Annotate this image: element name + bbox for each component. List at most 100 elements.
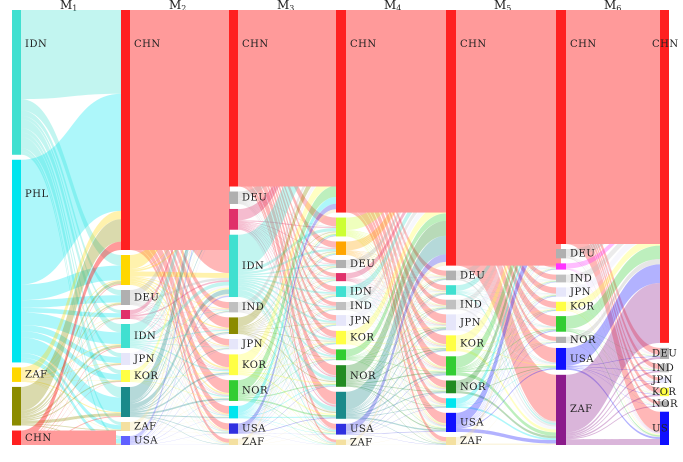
node-bar bbox=[556, 375, 566, 445]
node-bar bbox=[336, 315, 346, 326]
node-label: IND bbox=[652, 363, 674, 374]
node-bar bbox=[336, 10, 346, 213]
node-bar bbox=[121, 370, 130, 382]
node-bar bbox=[336, 218, 346, 237]
node-bar bbox=[121, 353, 130, 365]
node-bar bbox=[121, 290, 130, 305]
node-label: CHN bbox=[570, 39, 597, 50]
node-label: IND bbox=[242, 302, 264, 313]
node-bar bbox=[12, 367, 21, 381]
node-bar bbox=[446, 437, 456, 445]
flow-link bbox=[566, 439, 660, 445]
node-bar bbox=[336, 286, 346, 297]
node-bar bbox=[446, 300, 456, 310]
node-label: KOR bbox=[652, 387, 676, 398]
node-label: ZAF bbox=[570, 404, 593, 415]
node-bar bbox=[556, 316, 566, 332]
node-bar bbox=[121, 10, 130, 250]
node-bar bbox=[556, 348, 566, 370]
node-bar bbox=[121, 310, 130, 319]
node-bar bbox=[556, 337, 566, 343]
node-label: USA bbox=[134, 436, 158, 447]
node-bar bbox=[336, 331, 346, 345]
node-bar bbox=[12, 160, 21, 363]
node-label: IND bbox=[350, 301, 372, 312]
node-bar bbox=[556, 275, 566, 283]
node-label: USA bbox=[350, 424, 374, 435]
node-label: ZAF bbox=[460, 436, 483, 447]
node-label: IDN bbox=[242, 261, 264, 272]
node-label: KOR bbox=[242, 360, 266, 371]
node-bar bbox=[336, 365, 346, 387]
node-label: DEU bbox=[652, 348, 677, 359]
node-bar bbox=[121, 387, 130, 417]
node-label: USA bbox=[460, 417, 484, 428]
node-label: CHN bbox=[460, 39, 487, 50]
node-label: NOR bbox=[460, 382, 486, 393]
node-label: DEU bbox=[570, 249, 595, 260]
node-bar bbox=[336, 440, 346, 445]
node-bar bbox=[12, 387, 21, 426]
node-label: NOR bbox=[350, 371, 376, 382]
node-label: DEU bbox=[242, 193, 267, 204]
node-bar bbox=[336, 424, 346, 435]
node-label: KOR bbox=[350, 333, 374, 344]
node-bar bbox=[229, 354, 238, 375]
flow-link bbox=[21, 10, 121, 99]
node-bar bbox=[336, 349, 346, 360]
node-label: IDN bbox=[134, 331, 156, 342]
node-label: USA bbox=[242, 424, 266, 435]
node-label: DEU bbox=[134, 293, 159, 304]
node-bar bbox=[229, 439, 238, 445]
node-label: JPN bbox=[459, 317, 481, 328]
node-label: JPN bbox=[133, 354, 155, 365]
node-bar bbox=[556, 302, 566, 311]
node-label: IND bbox=[570, 274, 592, 285]
node-label: PHL bbox=[25, 189, 49, 200]
node-bar bbox=[229, 192, 238, 204]
node-bar bbox=[336, 260, 346, 268]
node-bar bbox=[12, 10, 21, 155]
node-bar bbox=[446, 335, 456, 351]
node-bar bbox=[336, 241, 346, 255]
node-bar bbox=[336, 302, 346, 310]
node-label: JPN bbox=[241, 339, 263, 350]
node-bar bbox=[446, 314, 456, 330]
node-bar bbox=[446, 380, 456, 393]
node-label: DEU bbox=[460, 270, 485, 281]
node-bar bbox=[446, 398, 456, 408]
chn-block bbox=[238, 10, 338, 187]
node-bar bbox=[556, 263, 566, 269]
node-label: KOR bbox=[460, 338, 484, 349]
node-bar bbox=[446, 10, 456, 266]
node-bar bbox=[121, 255, 130, 285]
node-label: IDN bbox=[25, 39, 47, 50]
node-label: IND bbox=[460, 300, 482, 311]
node-label: KOR bbox=[570, 301, 594, 312]
node-label: DEU bbox=[350, 259, 375, 270]
node-bar bbox=[229, 380, 238, 401]
node-bar bbox=[229, 423, 238, 433]
node-label: ZAF bbox=[134, 422, 157, 433]
node-label: ZAF bbox=[25, 370, 48, 381]
node-label: JPN bbox=[651, 375, 673, 386]
node-label: JPN bbox=[569, 287, 591, 298]
node-label: NOR bbox=[652, 399, 678, 410]
node-label: US bbox=[652, 423, 668, 434]
node-label: CHN bbox=[25, 433, 52, 444]
node-label: KOR bbox=[134, 371, 158, 382]
node-bar bbox=[229, 302, 238, 312]
node-label: CHN bbox=[242, 39, 269, 50]
node-bar bbox=[121, 436, 130, 445]
node-label: CHN bbox=[652, 39, 679, 50]
node-label: CHN bbox=[134, 39, 161, 50]
node-bar bbox=[336, 392, 346, 419]
node-bar bbox=[556, 287, 566, 296]
node-label: IDN bbox=[350, 287, 372, 298]
node-label: ZAF bbox=[350, 437, 373, 448]
node-label: ZAF bbox=[242, 437, 265, 448]
node-bar bbox=[446, 356, 456, 375]
node-bar bbox=[229, 235, 238, 297]
